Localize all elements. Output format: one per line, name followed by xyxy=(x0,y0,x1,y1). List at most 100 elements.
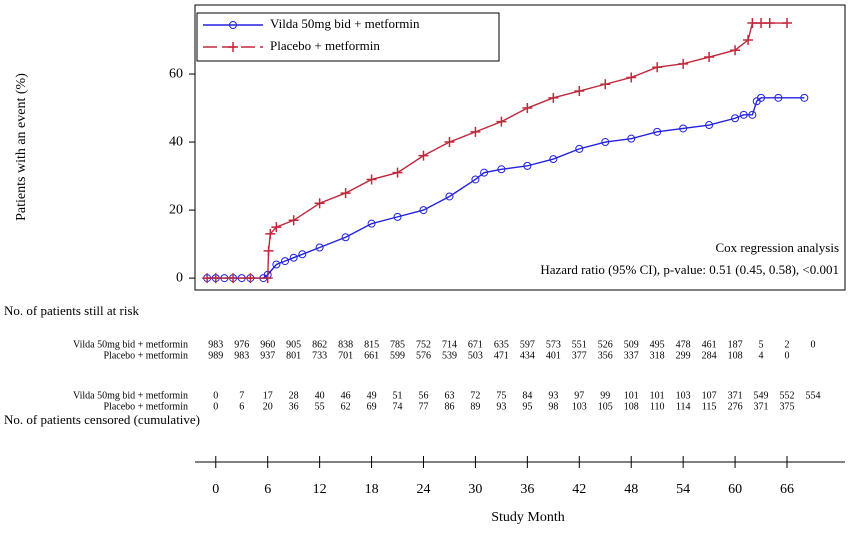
table-cell: 573 xyxy=(546,339,561,350)
point xyxy=(522,103,533,114)
x-axis-label: Study Month xyxy=(491,510,565,525)
point xyxy=(393,212,402,221)
point xyxy=(626,72,637,83)
point xyxy=(202,273,213,284)
legend xyxy=(196,12,500,62)
table-cell: 276 xyxy=(728,401,743,412)
point xyxy=(747,18,758,29)
table-cell: 62 xyxy=(341,401,351,412)
table-cell: 0 xyxy=(810,339,815,350)
x-tick-label: 54 xyxy=(676,482,690,497)
table-cell: 635 xyxy=(494,339,509,350)
table-cell: 72 xyxy=(470,390,480,401)
point xyxy=(480,168,489,177)
point xyxy=(471,175,480,184)
x-tick-label: 12 xyxy=(313,482,327,497)
table-cell: 84 xyxy=(522,390,532,401)
table-cell: 318 xyxy=(650,350,665,361)
point xyxy=(627,134,636,143)
table-cell: 862 xyxy=(312,339,327,350)
legend-marker xyxy=(228,42,238,52)
plot-frame xyxy=(194,4,846,291)
table-cell: 434 xyxy=(520,350,535,361)
table-cell: 51 xyxy=(393,390,403,401)
point xyxy=(731,114,740,123)
table-cell: 495 xyxy=(650,339,665,350)
table-cell: 74 xyxy=(393,401,403,412)
table-cell: 17 xyxy=(263,390,273,401)
table-cell: 371 xyxy=(728,390,743,401)
point xyxy=(288,215,299,226)
table-cell: 377 xyxy=(572,350,587,361)
point xyxy=(756,18,767,29)
table-title: No. of patients censored (cumulative) xyxy=(4,412,200,427)
table-cell: 0 xyxy=(213,401,218,412)
point xyxy=(298,250,307,259)
point xyxy=(600,79,611,90)
table-cell: 701 xyxy=(338,350,353,361)
point xyxy=(418,150,429,161)
point xyxy=(743,35,754,46)
table-cell: 69 xyxy=(367,401,377,412)
table-cell: 509 xyxy=(624,339,639,350)
table-cell: 284 xyxy=(702,350,717,361)
table-cell: 375 xyxy=(780,401,795,412)
table-cell: 815 xyxy=(364,339,379,350)
row-label: Vilda 50mg bid + metformin xyxy=(73,339,188,350)
point xyxy=(800,93,809,102)
point xyxy=(653,127,662,136)
table-cell: 714 xyxy=(442,339,457,350)
point xyxy=(392,167,403,178)
y-tick-label: 40 xyxy=(169,134,183,149)
row-label: Placebo + metformin xyxy=(103,401,188,412)
point xyxy=(444,137,455,148)
point xyxy=(774,93,783,102)
point xyxy=(523,161,532,170)
point xyxy=(419,206,428,215)
table-cell: 461 xyxy=(702,339,717,350)
table-cell: 983 xyxy=(234,350,249,361)
table-cell: 101 xyxy=(650,390,665,401)
table-cell: 989 xyxy=(208,350,223,361)
table-cell: 937 xyxy=(260,350,275,361)
x-tick-label: 0 xyxy=(212,482,219,497)
point xyxy=(245,273,256,284)
legend-label: Vilda 50mg bid + metformin xyxy=(270,16,420,31)
point xyxy=(652,62,663,73)
table-cell: 108 xyxy=(624,401,639,412)
table-cell: 356 xyxy=(598,350,613,361)
table-cell: 671 xyxy=(468,339,483,350)
table-cell: 976 xyxy=(234,339,249,350)
table-cell: 105 xyxy=(598,401,613,412)
x-tick-label: 24 xyxy=(416,482,430,497)
table-cell: 752 xyxy=(416,339,431,350)
x-tick-label: 48 xyxy=(624,482,638,497)
table-cell: 75 xyxy=(496,390,506,401)
point xyxy=(497,165,506,174)
table-cell: 983 xyxy=(208,339,223,350)
table-cell: 371 xyxy=(754,401,769,412)
table-cell: 107 xyxy=(702,390,717,401)
point xyxy=(496,116,507,127)
point xyxy=(289,253,298,262)
y-tick-label: 20 xyxy=(169,202,183,217)
table-cell: 77 xyxy=(418,401,428,412)
table-cell: 4 xyxy=(759,350,764,361)
table-cell: 838 xyxy=(338,339,353,350)
table-cell: 95 xyxy=(522,401,532,412)
table-cell: 28 xyxy=(289,390,299,401)
table-cell: 733 xyxy=(312,350,327,361)
table-cell: 6 xyxy=(239,401,244,412)
point xyxy=(730,45,741,56)
table-cell: 55 xyxy=(315,401,325,412)
point xyxy=(445,192,454,201)
point xyxy=(678,58,689,69)
table-cell: 554 xyxy=(805,390,820,401)
point xyxy=(757,93,766,102)
table-cell: 478 xyxy=(676,339,691,350)
point xyxy=(228,273,239,284)
table-cell: 97 xyxy=(574,390,584,401)
table-cell: 2 xyxy=(785,339,790,350)
point xyxy=(367,219,376,228)
